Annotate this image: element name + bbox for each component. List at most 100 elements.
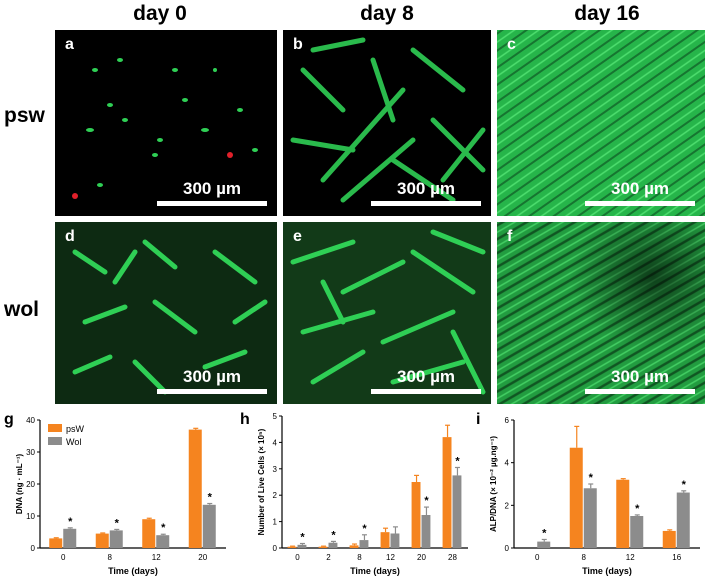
significance-star: * bbox=[424, 495, 429, 507]
micrograph-c: c 300 µm bbox=[497, 30, 705, 216]
bar-psw bbox=[349, 545, 359, 548]
significance-star: * bbox=[68, 516, 73, 528]
x-tick-label: 12 bbox=[626, 553, 635, 562]
significance-star: * bbox=[682, 479, 687, 491]
y-axis-label: ALP/DNA (× 10⁻² µg.ng⁻¹) bbox=[489, 436, 498, 532]
scale-bar: 300 µm bbox=[371, 367, 481, 394]
micrograph-b: b 300 µm bbox=[283, 30, 491, 216]
scale-bar: 300 µm bbox=[157, 367, 267, 394]
y-tick-label: 2 bbox=[505, 501, 510, 510]
scale-bar-label: 300 µm bbox=[397, 367, 455, 386]
scale-bar-label: 300 µm bbox=[397, 179, 455, 198]
column-header-day16: day 16 bbox=[574, 2, 640, 25]
chart-panel-label: h bbox=[240, 411, 250, 428]
x-axis-label: Time (days) bbox=[108, 566, 158, 576]
micrograph-e: e 300 µm bbox=[283, 222, 491, 404]
y-tick-label: 40 bbox=[26, 416, 35, 425]
legend-swatch-psw bbox=[48, 424, 62, 432]
bar-wol bbox=[452, 475, 462, 548]
micrograph-f: f 300 µm bbox=[497, 222, 705, 404]
bar-wol bbox=[156, 535, 170, 548]
x-tick-label: 8 bbox=[582, 553, 587, 562]
y-tick-label: 20 bbox=[26, 480, 35, 489]
significance-star: * bbox=[300, 532, 305, 544]
x-tick-label: 12 bbox=[152, 553, 161, 562]
significance-star: * bbox=[208, 492, 213, 504]
scale-bar: 300 µm bbox=[585, 179, 695, 206]
x-tick-label: 0 bbox=[61, 553, 66, 562]
column-header-day0: day 0 bbox=[133, 2, 187, 25]
panel-label-c: c bbox=[507, 36, 516, 53]
bar-wol bbox=[537, 541, 551, 548]
x-tick-label: 8 bbox=[357, 553, 362, 562]
scale-bar-label: 300 µm bbox=[611, 367, 669, 386]
y-tick-label: 1 bbox=[273, 518, 278, 527]
scale-bar: 300 µm bbox=[371, 179, 481, 206]
panel-label-a: a bbox=[65, 36, 74, 53]
x-tick-label: 0 bbox=[535, 553, 540, 562]
bar-psw bbox=[616, 479, 630, 548]
significance-star: * bbox=[161, 522, 166, 534]
bar-psw bbox=[411, 482, 421, 548]
x-axis-label: Time (days) bbox=[582, 566, 632, 576]
bar-wol bbox=[630, 516, 644, 548]
y-tick-label: 30 bbox=[26, 448, 35, 457]
y-axis-label: DNA (ng · mL⁻¹) bbox=[15, 453, 24, 514]
x-tick-label: 20 bbox=[198, 553, 207, 562]
y-tick-label: 0 bbox=[273, 544, 278, 553]
bar-psw bbox=[662, 530, 676, 548]
scale-bar-label: 300 µm bbox=[183, 179, 241, 198]
y-tick-label: 0 bbox=[31, 544, 36, 553]
x-tick-label: 28 bbox=[448, 553, 457, 562]
bar-psw bbox=[318, 546, 328, 548]
scale-bar: 300 µm bbox=[157, 179, 267, 206]
y-tick-label: 0 bbox=[505, 544, 510, 553]
significance-star: * bbox=[589, 472, 594, 484]
significance-star: * bbox=[542, 527, 547, 539]
y-tick-label: 5 bbox=[273, 412, 278, 421]
bar-wol bbox=[63, 528, 77, 548]
chart-panel-label: i bbox=[476, 411, 480, 428]
significance-star: * bbox=[115, 517, 120, 529]
bar-psw bbox=[442, 437, 452, 548]
legend-swatch-wol bbox=[48, 437, 62, 445]
x-tick-label: 2 bbox=[326, 553, 331, 562]
bar-wol bbox=[390, 533, 400, 548]
micrograph-a: a 300 µm bbox=[55, 30, 277, 216]
chart-alp-dna: i 0 2 4 6 ALP/DNA (× 10⁻² µg.ng⁻¹) Time (days)… bbox=[476, 411, 700, 576]
y-tick-label: 2 bbox=[273, 491, 278, 500]
micrograph-d: d 300 µm bbox=[55, 222, 277, 404]
panel-label-b: b bbox=[293, 36, 303, 53]
bar-wol bbox=[202, 504, 216, 548]
x-axis-label: Time (days) bbox=[350, 566, 400, 576]
bar-wol bbox=[109, 530, 123, 548]
x-tick-label: 20 bbox=[417, 553, 426, 562]
row-header-wol: wol bbox=[4, 298, 39, 321]
chart-panel-label: g bbox=[4, 411, 14, 428]
bar-wol bbox=[328, 542, 338, 548]
significance-star: * bbox=[635, 503, 640, 515]
y-tick-label: 4 bbox=[273, 438, 278, 447]
panel-label-d: d bbox=[65, 228, 75, 245]
bar-wol bbox=[359, 540, 369, 548]
x-tick-label: 0 bbox=[295, 553, 300, 562]
bar-psw bbox=[569, 447, 583, 548]
significance-star: * bbox=[362, 523, 367, 535]
bar-psw bbox=[287, 546, 297, 548]
bar-psw bbox=[380, 532, 390, 548]
x-tick-label: 12 bbox=[386, 553, 395, 562]
bar-psw bbox=[142, 519, 156, 548]
bar-psw bbox=[49, 538, 63, 548]
y-tick-label: 3 bbox=[273, 465, 278, 474]
y-axis-label: Number of Live Cells (× 10⁵) bbox=[257, 428, 266, 535]
legend-label: Wol bbox=[66, 437, 81, 447]
bar-psw bbox=[188, 429, 202, 548]
column-header-day8: day 8 bbox=[360, 2, 414, 25]
chart-dna: g 0 10 20 30 40 DNA (ng · mL⁻¹) Time (days) 0 * 8 *… bbox=[4, 411, 226, 576]
bar-wol bbox=[297, 544, 307, 548]
bar-wol bbox=[676, 492, 690, 548]
y-tick-label: 10 bbox=[26, 512, 35, 521]
bar-wol bbox=[583, 488, 597, 548]
scale-bar-label: 300 µm bbox=[611, 179, 669, 198]
panel-label-f: f bbox=[507, 228, 513, 245]
